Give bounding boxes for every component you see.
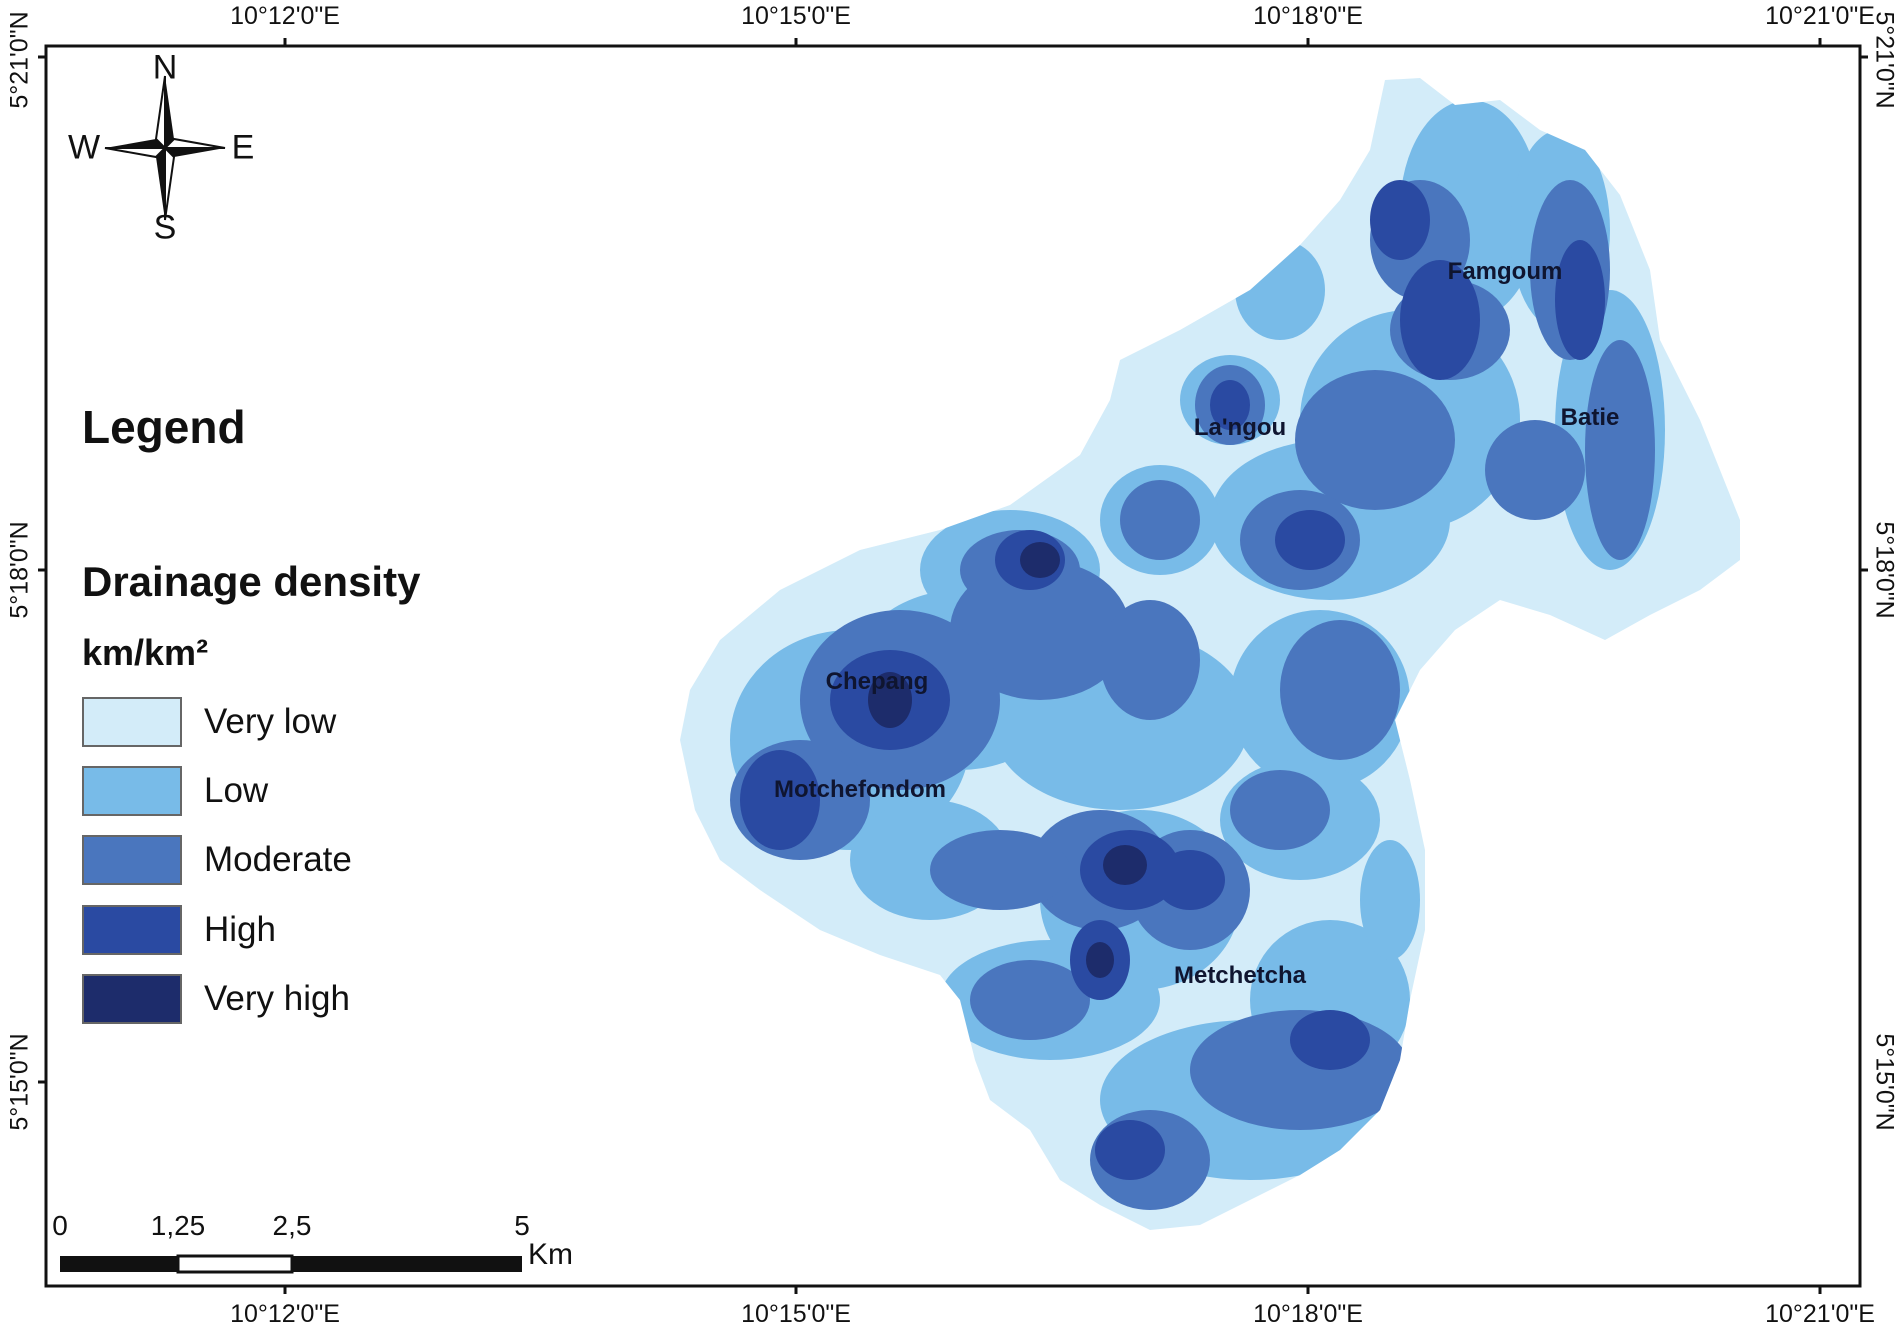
legend-item-low: Low (82, 766, 268, 816)
legend-label: Moderate (204, 840, 352, 879)
scale-bar (60, 1254, 522, 1274)
coord-bottom-2: 10°15'0"E (741, 1300, 851, 1328)
scale-tick-2-5: 2,5 (272, 1210, 312, 1241)
compass-e: E (231, 128, 255, 167)
coord-top-2: 10°15'0"E (741, 2, 851, 30)
place-chepang: Chepang (825, 668, 929, 695)
scale-tick-0: 0 (52, 1210, 68, 1241)
coord-bottom-1: 10°12'0"E (230, 1300, 340, 1328)
scale-tick-1-25: 1,25 (150, 1210, 206, 1241)
scale-tick-5: 5 (514, 1210, 530, 1241)
coord-left-2: 5°18'0"N (5, 521, 34, 619)
compass-w: W (67, 128, 101, 167)
legend-item-high: High (82, 905, 276, 955)
coord-top-1: 10°12'0"E (230, 2, 340, 30)
drainage-basin (680, 78, 1740, 1230)
legend-swatch (82, 835, 182, 885)
density-very-high-zones (868, 542, 1147, 978)
legend-label: Very low (204, 702, 337, 741)
legend-title: Legend (82, 401, 246, 453)
legend-label: High (204, 910, 276, 949)
compass-rose (104, 75, 226, 221)
coord-right-2: 5°18'0"N (1870, 521, 1899, 619)
place-metchetcha: Metchetcha (1173, 962, 1307, 989)
frame-ticks (38, 38, 1868, 1294)
legend-item-very-low: Very low (82, 697, 336, 747)
legend-label: Very high (204, 979, 350, 1018)
map-frame (44, 44, 1862, 1288)
coord-bottom-3: 10°18'0"E (1253, 1300, 1363, 1328)
scale-unit: Km (528, 1238, 573, 1271)
legend-subtitle: Drainage density (82, 558, 421, 605)
place-famgoum: Famgoum (1447, 258, 1563, 285)
legend-unit: km/km² (82, 632, 209, 673)
legend-swatch (82, 766, 182, 816)
coord-left-3: 5°15'0"N (5, 1033, 34, 1131)
density-high-zones (740, 180, 1605, 1180)
coord-bottom-4: 10°21'0"E (1765, 1300, 1875, 1328)
coord-right-1: 5°21'0"N (1870, 11, 1899, 109)
legend-item-very-high: Very high (82, 974, 350, 1024)
coord-top-4: 10°21'0"E (1765, 2, 1875, 30)
legend-label: Low (204, 771, 269, 810)
legend-swatch (82, 697, 182, 747)
place-motchefondom: Motchefondom (774, 776, 946, 803)
coord-right-3: 5°15'0"N (1870, 1033, 1899, 1131)
legend-swatch (82, 974, 182, 1024)
legend-item-moderate: Moderate (82, 835, 352, 885)
compass-s: S (153, 208, 177, 247)
compass-n: N (152, 48, 178, 87)
coord-left-1: 5°21'0"N (5, 11, 34, 109)
place-langou: La'ngou (1193, 414, 1287, 441)
legend-swatch (82, 905, 182, 955)
coord-top-3: 10°18'0"E (1253, 2, 1363, 30)
place-batie: Batie (1560, 404, 1620, 431)
